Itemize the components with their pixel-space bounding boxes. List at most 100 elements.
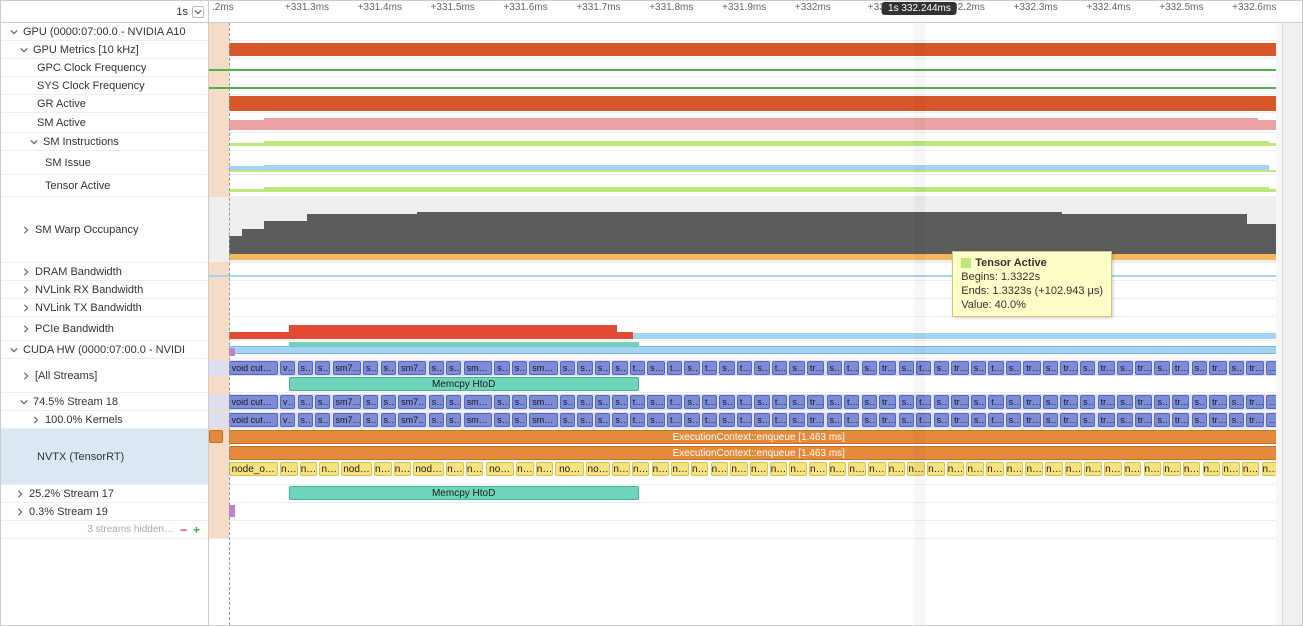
kernel-block[interactable]: t… [988,395,1003,409]
kernel-block[interactable]: t… [772,413,787,427]
kernel-block[interactable]: s… [1080,361,1095,375]
timeline-lane[interactable] [209,133,1302,151]
kernel-block[interactable]: tr… [1060,395,1077,409]
nvtx-node[interactable]: n… [671,462,688,476]
timeline-lane[interactable] [209,503,1302,521]
kernel-block[interactable]: s… [1080,395,1095,409]
kernel-block[interactable]: s… [1117,395,1132,409]
twist-down-icon[interactable] [19,397,29,407]
kernel-block[interactable]: s… [647,361,664,375]
kernel-block[interactable]: s… [446,361,461,375]
kernel-block[interactable]: s… [298,361,313,375]
nvtx-node[interactable]: nod… [413,462,444,476]
kernel-block[interactable]: s… [934,413,949,427]
kernel-block[interactable]: s… [684,395,699,409]
nvtx-node[interactable]: n… [652,462,669,476]
kernel-block[interactable]: t… [844,395,859,409]
kernel-block[interactable]: sm… [529,361,557,375]
twist-right-icon[interactable] [21,303,31,313]
kernel-block[interactable]: s… [577,361,592,375]
kernel-block[interactable]: s… [1154,413,1169,427]
kernel-block[interactable]: s… [719,413,734,427]
kernel-block[interactable]: tr… [1060,361,1077,375]
kernel-block[interactable]: tr… [1098,413,1115,427]
kernel-block[interactable]: s… [363,361,378,375]
kernel-block[interactable]: s… [1192,413,1207,427]
kernel-block[interactable]: s… [494,413,509,427]
kernel-block[interactable]: s… [429,361,444,375]
kernel-block[interactable]: tr… [1023,395,1040,409]
timeline-lane[interactable] [209,521,1302,539]
twist-down-icon[interactable] [29,137,39,147]
tree-row[interactable]: GR Active [1,95,208,113]
tree-row[interactable]: 100.0% Kernels [1,411,208,429]
kernel-block[interactable]: s… [363,413,378,427]
nvtx-node[interactable]: n… [966,462,983,476]
kernel-block[interactable]: tr… [807,361,824,375]
nvtx-node[interactable]: n… [536,462,553,476]
kernel-block[interactable]: tr… [1246,413,1263,427]
nvtx-node[interactable]: n… [927,462,944,476]
nvtx-node[interactable]: n… [466,462,483,476]
twist-right-icon[interactable] [21,267,31,277]
kernel-block[interactable]: s… [494,361,509,375]
kernel-block[interactable]: tr… [807,413,824,427]
kernel-block[interactable]: tr… [1209,413,1226,427]
kernel-block[interactable]: v… [280,361,295,375]
kernel-block[interactable]: t… [702,413,717,427]
kernel-block[interactable]: t… [630,395,645,409]
timeline-lane[interactable] [209,95,1302,113]
kernel-block[interactable]: tr… [1135,361,1152,375]
kernel-block[interactable]: s… [512,413,527,427]
timeline-lane[interactable] [209,299,1302,317]
nvtx-node[interactable]: n… [612,462,629,476]
tree-row[interactable]: SYS Clock Frequency [1,77,208,95]
kernel-block[interactable]: t… [844,413,859,427]
tree-row[interactable]: GPU (0000:07:00.0 - NVIDIA A10 [1,23,208,41]
nvtx-node[interactable]: n… [1163,462,1180,476]
kernel-block[interactable]: tr… [879,413,896,427]
timeline-lane[interactable] [209,59,1302,77]
kernel-block[interactable]: s… [827,361,842,375]
kernel-block[interactable]: s… [719,395,734,409]
nvtx-range[interactable] [209,430,223,443]
kernel-block[interactable]: sm7… [398,361,426,375]
nvtx-node[interactable]: n… [809,462,826,476]
track-tree[interactable]: GPU (0000:07:00.0 - NVIDIA A10GPU Metric… [1,23,209,625]
kernel-block[interactable]: t… [667,413,682,427]
nvtx-node[interactable]: n… [947,462,964,476]
kernel-block[interactable]: s… [298,413,313,427]
tree-row[interactable]: SM Warp Occupancy [1,197,208,263]
kernel-block[interactable]: sm7… [333,413,361,427]
kernel-block[interactable]: s… [315,361,330,375]
kernel-block[interactable]: s… [512,395,527,409]
kernel-block[interactable]: tr… [1246,395,1263,409]
scroll-gutter[interactable] [1282,23,1302,625]
kernel-block[interactable]: t… [702,361,717,375]
kernel-block[interactable]: s… [1229,395,1244,409]
timeline-lane[interactable] [209,281,1302,299]
kernel-block[interactable]: t… [737,413,752,427]
nvtx-node[interactable]: n… [770,462,787,476]
kernel-block[interactable]: s… [1192,361,1207,375]
kernel-block[interactable]: t… [702,395,717,409]
kernel-block[interactable]: t… [737,395,752,409]
nvtx-node[interactable]: n… [1025,462,1042,476]
kernel-block[interactable]: tr… [1060,413,1077,427]
tree-row[interactable]: NVLink RX Bandwidth [1,281,208,299]
kernel-block[interactable]: s… [429,395,444,409]
kernel-block[interactable]: s… [429,413,444,427]
timeline-lane[interactable] [209,41,1302,59]
kernel-block[interactable]: s… [612,413,627,427]
nvtx-node[interactable]: n… [691,462,708,476]
kernel-block[interactable]: s… [754,395,769,409]
kernel-block[interactable]: v… [280,395,295,409]
nvtx-node[interactable]: n… [848,462,865,476]
add-stream-button[interactable]: + [193,523,200,537]
kernel-block[interactable]: s… [971,413,986,427]
kernel-block[interactable]: t… [988,361,1003,375]
kernel-block[interactable]: s… [1229,413,1244,427]
tree-row[interactable]: SM Instructions [1,133,208,151]
kernel-block[interactable]: sm7… [333,395,361,409]
kernel-block[interactable]: v… [280,413,295,427]
